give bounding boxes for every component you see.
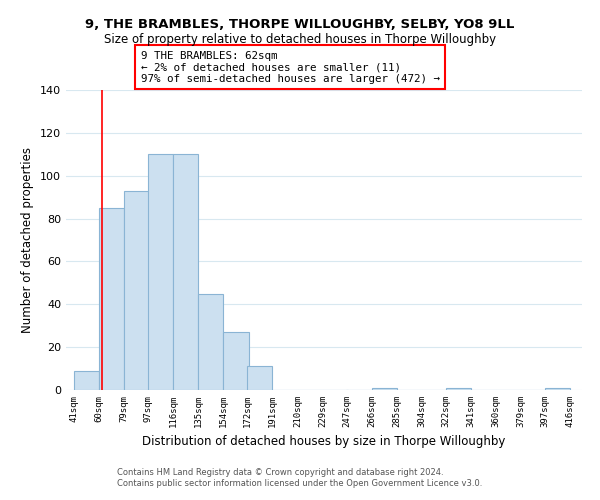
Text: Contains HM Land Registry data © Crown copyright and database right 2024.
Contai: Contains HM Land Registry data © Crown c…	[118, 468, 482, 487]
Text: 9 THE BRAMBLES: 62sqm
← 2% of detached houses are smaller (11)
97% of semi-detac: 9 THE BRAMBLES: 62sqm ← 2% of detached h…	[141, 51, 440, 84]
Bar	[99, 208, 124, 390]
Bar	[223, 332, 248, 390]
Bar	[446, 388, 471, 390]
Text: 9, THE BRAMBLES, THORPE WILLOUGHBY, SELBY, YO8 9LL: 9, THE BRAMBLES, THORPE WILLOUGHBY, SELB…	[85, 18, 515, 30]
Bar	[199, 294, 223, 390]
Bar	[148, 154, 173, 390]
X-axis label: Distribution of detached houses by size in Thorpe Willoughby: Distribution of detached houses by size …	[142, 436, 506, 448]
Bar	[545, 388, 570, 390]
Bar	[247, 366, 272, 390]
Bar	[124, 190, 149, 390]
Bar	[74, 370, 99, 390]
Bar	[173, 154, 199, 390]
Text: Size of property relative to detached houses in Thorpe Willoughby: Size of property relative to detached ho…	[104, 32, 496, 46]
Y-axis label: Number of detached properties: Number of detached properties	[22, 147, 34, 333]
Bar	[371, 388, 397, 390]
